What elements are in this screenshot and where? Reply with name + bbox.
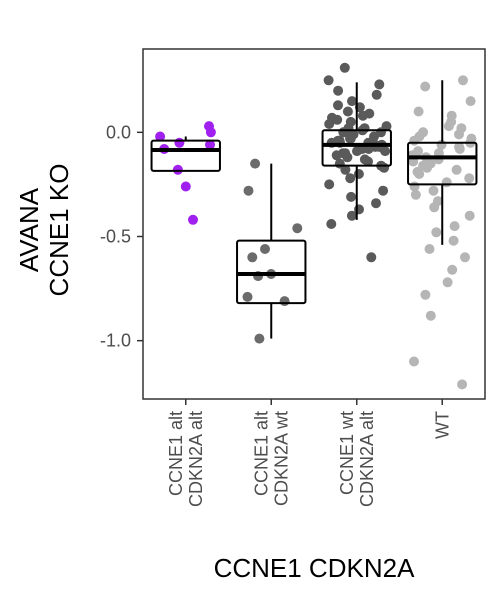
data-point [371, 89, 382, 100]
data-point [292, 223, 303, 234]
data-point [331, 150, 342, 161]
data-point [424, 244, 435, 254]
data-point [464, 173, 475, 184]
data-point [464, 210, 475, 221]
data-point [323, 75, 334, 86]
data-point [205, 139, 215, 150]
y-axis-title-line-1: AVANA [14, 187, 44, 272]
y-axis: 0.0 -0.5 -1.0 [100, 122, 143, 351]
data-point [366, 252, 377, 263]
data-point [420, 289, 431, 300]
data-point [460, 252, 470, 263]
data-point [409, 356, 419, 367]
box-iqr [407, 141, 478, 186]
data-point [352, 146, 362, 157]
data-point [409, 181, 420, 192]
data-point [243, 185, 254, 196]
x-tick-label: CDKN2A alt [186, 411, 206, 507]
data-point [447, 264, 458, 275]
x-tick-label: WT [432, 411, 452, 439]
data-point [448, 235, 459, 246]
data-point [465, 96, 476, 107]
data-point [454, 144, 465, 154]
data-point [425, 310, 436, 321]
data-point [242, 291, 253, 302]
data-point [180, 181, 191, 192]
data-point [371, 198, 381, 209]
panel-border [142, 48, 486, 400]
data-point [442, 277, 453, 288]
y-axis-title-line-2: CCNE1 KO [44, 164, 74, 297]
y-tick-label: -1.0 [100, 331, 131, 351]
data-point [250, 158, 261, 169]
data-point [422, 162, 433, 173]
data-point [449, 221, 460, 232]
data-point [379, 162, 390, 173]
data-point [420, 81, 431, 92]
data-point [409, 135, 420, 146]
data-point [353, 169, 364, 179]
data-point [363, 156, 373, 167]
y-tick-label: 0.0 [106, 122, 131, 142]
x-axis-title: CCNE1 CDKN2A [214, 553, 415, 583]
data-point [431, 227, 442, 238]
data-point [188, 214, 198, 225]
data-point [205, 127, 216, 138]
data-point [324, 179, 335, 190]
data-point [374, 79, 385, 90]
box-iqr [236, 239, 307, 305]
data-point [428, 185, 439, 196]
data-point [346, 191, 357, 202]
data-point [155, 131, 166, 142]
box-iqr [150, 139, 221, 172]
x-tick-label: CDKN2A wt [271, 411, 291, 506]
x-axis: CCNE1 alt CDKN2A alt CCNE1 alt CDKN2A wt CCN… [166, 399, 452, 507]
x-tick-label: CCNE1 alt [251, 411, 271, 496]
data-point [254, 333, 265, 344]
data-point [172, 164, 183, 175]
data-point [443, 121, 454, 132]
data-point [247, 252, 258, 263]
boxes-layer [150, 80, 478, 339]
data-point [332, 114, 343, 125]
data-point [339, 62, 350, 73]
data-point [333, 100, 343, 111]
data-point [457, 379, 468, 390]
data-point [380, 146, 391, 157]
data-point [378, 185, 389, 196]
data-point [347, 96, 357, 107]
points-layer [155, 62, 477, 390]
data-point [324, 119, 335, 129]
data-point [413, 106, 424, 117]
x-tick-label: CCNE1 wt [337, 411, 357, 495]
data-point [414, 169, 425, 179]
data-point [357, 110, 368, 121]
data-point [429, 202, 440, 213]
data-point [342, 152, 353, 163]
data-point [260, 244, 270, 254]
x-tick-label: CCNE1 alt [166, 411, 186, 496]
data-point [345, 173, 356, 184]
data-point [342, 106, 353, 117]
data-point [333, 85, 344, 96]
x-tick-label: CDKN2A alt [357, 411, 377, 507]
data-point [326, 219, 337, 229]
data-point [279, 296, 290, 307]
data-point [345, 133, 356, 144]
data-point [410, 189, 421, 200]
box-iqr [321, 129, 392, 167]
data-point [454, 129, 464, 140]
data-point [458, 75, 468, 86]
data-point [451, 164, 462, 175]
y-tick-label: -0.5 [100, 227, 131, 247]
data-point [174, 137, 185, 148]
data-point [340, 164, 351, 175]
data-point [346, 210, 357, 221]
